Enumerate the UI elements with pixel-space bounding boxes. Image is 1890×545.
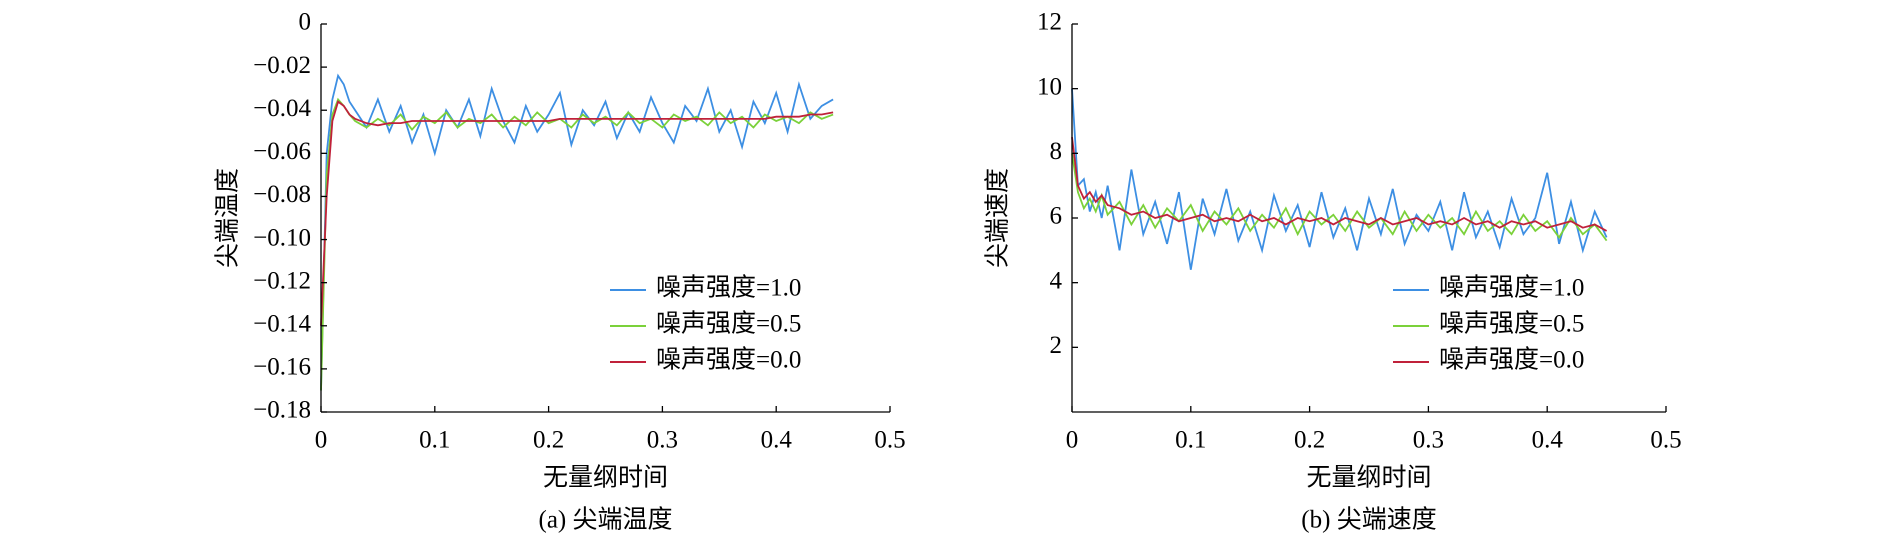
y-tick-label: 0	[299, 9, 312, 36]
x-tick-label: 0.5	[1650, 427, 1681, 454]
y-tick-label: 2	[1050, 332, 1063, 359]
legend-label: 噪声强度=1.0	[1439, 274, 1584, 302]
x-tick-label: 0.3	[1413, 427, 1444, 454]
x-tick-label: 0	[315, 427, 328, 454]
y-tick-label: 4	[1050, 267, 1063, 294]
legend-label: 噪声强度=0.5	[1439, 310, 1584, 338]
series-line	[320, 73, 834, 391]
x-tick-label: 0.4	[761, 427, 793, 454]
x-tick-label: 0.1	[419, 427, 450, 454]
caption: (a) 尖端温度	[539, 506, 673, 534]
x-tick-label: 0.5	[874, 427, 905, 454]
y-tick-label: −0.10	[253, 224, 311, 251]
y-tick-label: 6	[1050, 203, 1063, 230]
y-tick-label: −0.16	[253, 354, 311, 381]
y-tick-label: −0.02	[253, 52, 311, 79]
y-tick-label: −0.04	[253, 95, 311, 122]
legend-label: 噪声强度=0.0	[656, 346, 801, 374]
y-tick-label: −0.06	[253, 138, 311, 165]
y-tick-label: −0.14	[253, 311, 311, 338]
y-axis-label: 尖端温度	[214, 168, 242, 268]
x-tick-label: 0.4	[1532, 427, 1564, 454]
y-tick-label: −0.08	[253, 181, 311, 208]
y-tick-label: −0.12	[253, 267, 311, 294]
series-line	[1071, 137, 1608, 232]
y-tick-label: 10	[1037, 73, 1062, 100]
legend-label: 噪声强度=1.0	[656, 274, 801, 302]
x-tick-label: 0.1	[1175, 427, 1206, 454]
y-axis-label: 尖端速度	[984, 168, 1012, 268]
caption: (b) 尖端速度	[1301, 506, 1436, 534]
y-tick-label: 8	[1050, 138, 1063, 165]
legend-label: 噪声强度=0.5	[656, 310, 801, 338]
series-line	[1071, 153, 1608, 242]
x-tick-label: 0.2	[1294, 427, 1325, 454]
x-axis-label: 无量纲时间	[543, 464, 668, 492]
series-line	[1071, 88, 1608, 270]
y-tick-label: 12	[1037, 9, 1062, 36]
x-tick-label: 0	[1066, 427, 1079, 454]
x-tick-label: 0.2	[533, 427, 564, 454]
legend-label: 噪声强度=0.0	[1439, 346, 1584, 374]
series-line	[320, 100, 834, 326]
x-axis-label: 无量纲时间	[1306, 464, 1431, 492]
y-tick-label: −0.18	[253, 397, 311, 424]
x-tick-label: 0.3	[647, 427, 678, 454]
